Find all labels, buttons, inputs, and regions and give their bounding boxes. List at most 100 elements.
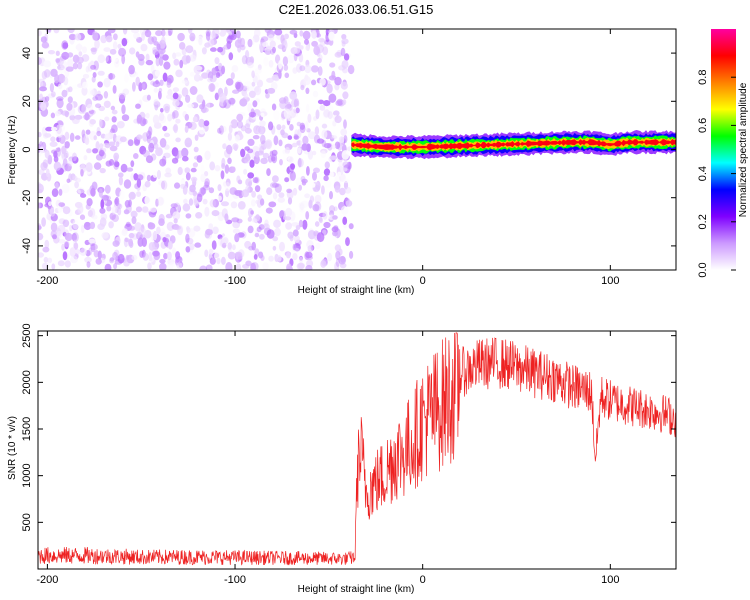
noise-speckle bbox=[259, 120, 266, 127]
noise-speckle bbox=[200, 187, 207, 195]
noise-speckle bbox=[266, 77, 274, 83]
noise-speckle bbox=[135, 103, 141, 109]
noise-speckle bbox=[91, 76, 96, 83]
noise-speckle bbox=[323, 175, 329, 182]
spectrogram-x-ticks: -200 -100 0 100 bbox=[36, 29, 620, 287]
noise-speckle bbox=[89, 119, 97, 125]
noise-speckle bbox=[61, 51, 70, 60]
noise-speckle bbox=[95, 93, 103, 101]
noise-speckle bbox=[50, 112, 56, 119]
noise-speckle bbox=[128, 64, 135, 75]
noise-speckle bbox=[136, 36, 143, 43]
noise-speckle bbox=[245, 178, 253, 187]
noise-speckle bbox=[162, 237, 167, 243]
noise-speckle bbox=[152, 49, 159, 56]
noise-speckle bbox=[260, 112, 265, 118]
noise-speckle bbox=[52, 234, 57, 240]
noise-speckle bbox=[212, 198, 219, 208]
noise-speckle bbox=[287, 135, 293, 140]
noise-speckle bbox=[187, 29, 193, 34]
noise-speckle bbox=[269, 40, 276, 49]
noise-speckle bbox=[167, 74, 174, 84]
noise-speckle bbox=[212, 226, 219, 235]
noise-speckle bbox=[161, 36, 166, 44]
noise-speckle bbox=[77, 62, 83, 70]
noise-speckle bbox=[109, 128, 115, 133]
noise-speckle bbox=[230, 72, 235, 80]
noise-speckle bbox=[311, 79, 317, 86]
noise-speckle bbox=[248, 111, 257, 118]
noise-speckle bbox=[97, 250, 102, 260]
noise-speckle bbox=[307, 131, 316, 140]
noise-speckle bbox=[68, 86, 73, 93]
noise-speckle bbox=[338, 65, 346, 71]
noise-speckle bbox=[72, 234, 78, 241]
x-tick-label: 100 bbox=[601, 275, 619, 287]
noise-speckle bbox=[209, 199, 217, 208]
colorbar-gradient bbox=[711, 29, 736, 270]
noise-speckle bbox=[47, 257, 53, 264]
noise-speckle bbox=[48, 205, 55, 215]
noise-speckle bbox=[55, 147, 61, 153]
noise-speckle bbox=[38, 152, 42, 157]
y-tick-label: 2000 bbox=[21, 370, 33, 394]
noise-speckle bbox=[271, 183, 280, 188]
x-tick-label: -200 bbox=[36, 574, 58, 586]
noise-speckle bbox=[82, 81, 88, 89]
y-tick-label: 20 bbox=[21, 95, 33, 107]
noise-speckle bbox=[119, 190, 125, 200]
noise-speckle bbox=[124, 73, 129, 83]
noise-speckle bbox=[72, 117, 80, 125]
noise-speckle bbox=[84, 112, 90, 121]
noise-speckle bbox=[221, 157, 226, 168]
noise-speckle bbox=[144, 195, 151, 206]
noise-speckle bbox=[88, 238, 96, 244]
noise-speckle bbox=[189, 54, 197, 62]
noise-speckle bbox=[38, 183, 44, 194]
noise-speckle bbox=[334, 115, 342, 124]
noise-speckle bbox=[111, 116, 117, 123]
noise-speckle bbox=[155, 147, 163, 157]
noise-speckle bbox=[223, 99, 232, 109]
noise-speckle bbox=[204, 206, 210, 217]
noise-speckle bbox=[41, 217, 46, 227]
noise-speckle bbox=[95, 103, 102, 108]
noise-speckle bbox=[267, 34, 275, 41]
noise-speckle bbox=[313, 167, 320, 174]
noise-speckle bbox=[119, 136, 127, 143]
noise-speckle bbox=[194, 242, 202, 248]
noise-speckle bbox=[205, 228, 214, 236]
noise-speckle bbox=[342, 161, 349, 169]
noise-speckle bbox=[181, 79, 188, 84]
noise-speckle bbox=[112, 251, 118, 261]
noise-speckle bbox=[38, 169, 45, 176]
noise-speckle bbox=[107, 29, 116, 34]
noise-speckle bbox=[63, 76, 69, 86]
noise-speckle bbox=[180, 183, 186, 189]
noise-speckle bbox=[278, 70, 282, 79]
noise-speckle bbox=[185, 94, 191, 103]
noise-speckle bbox=[302, 219, 308, 230]
noise-speckle bbox=[208, 248, 214, 256]
noise-speckle bbox=[248, 90, 256, 99]
noise-speckle bbox=[274, 183, 282, 193]
noise-speckle bbox=[331, 226, 339, 233]
y-tick-label: 1500 bbox=[21, 417, 33, 441]
noise-speckle bbox=[175, 251, 181, 260]
noise-speckle bbox=[145, 53, 150, 62]
noise-speckle bbox=[157, 189, 163, 197]
noise-speckle bbox=[209, 257, 216, 265]
noise-speckle bbox=[332, 114, 339, 121]
noise-speckle bbox=[185, 246, 191, 253]
noise-speckle bbox=[219, 92, 227, 103]
noise-speckle bbox=[284, 72, 290, 79]
noise-speckle bbox=[302, 30, 311, 40]
noise-speckle bbox=[144, 180, 151, 188]
noise-speckle bbox=[255, 125, 264, 133]
noise-speckle bbox=[192, 116, 198, 123]
noise-speckle bbox=[340, 81, 348, 90]
noise-speckle bbox=[135, 204, 143, 214]
noise-speckle bbox=[147, 262, 152, 270]
noise-speckle bbox=[44, 96, 50, 102]
noise-speckle bbox=[86, 103, 93, 112]
